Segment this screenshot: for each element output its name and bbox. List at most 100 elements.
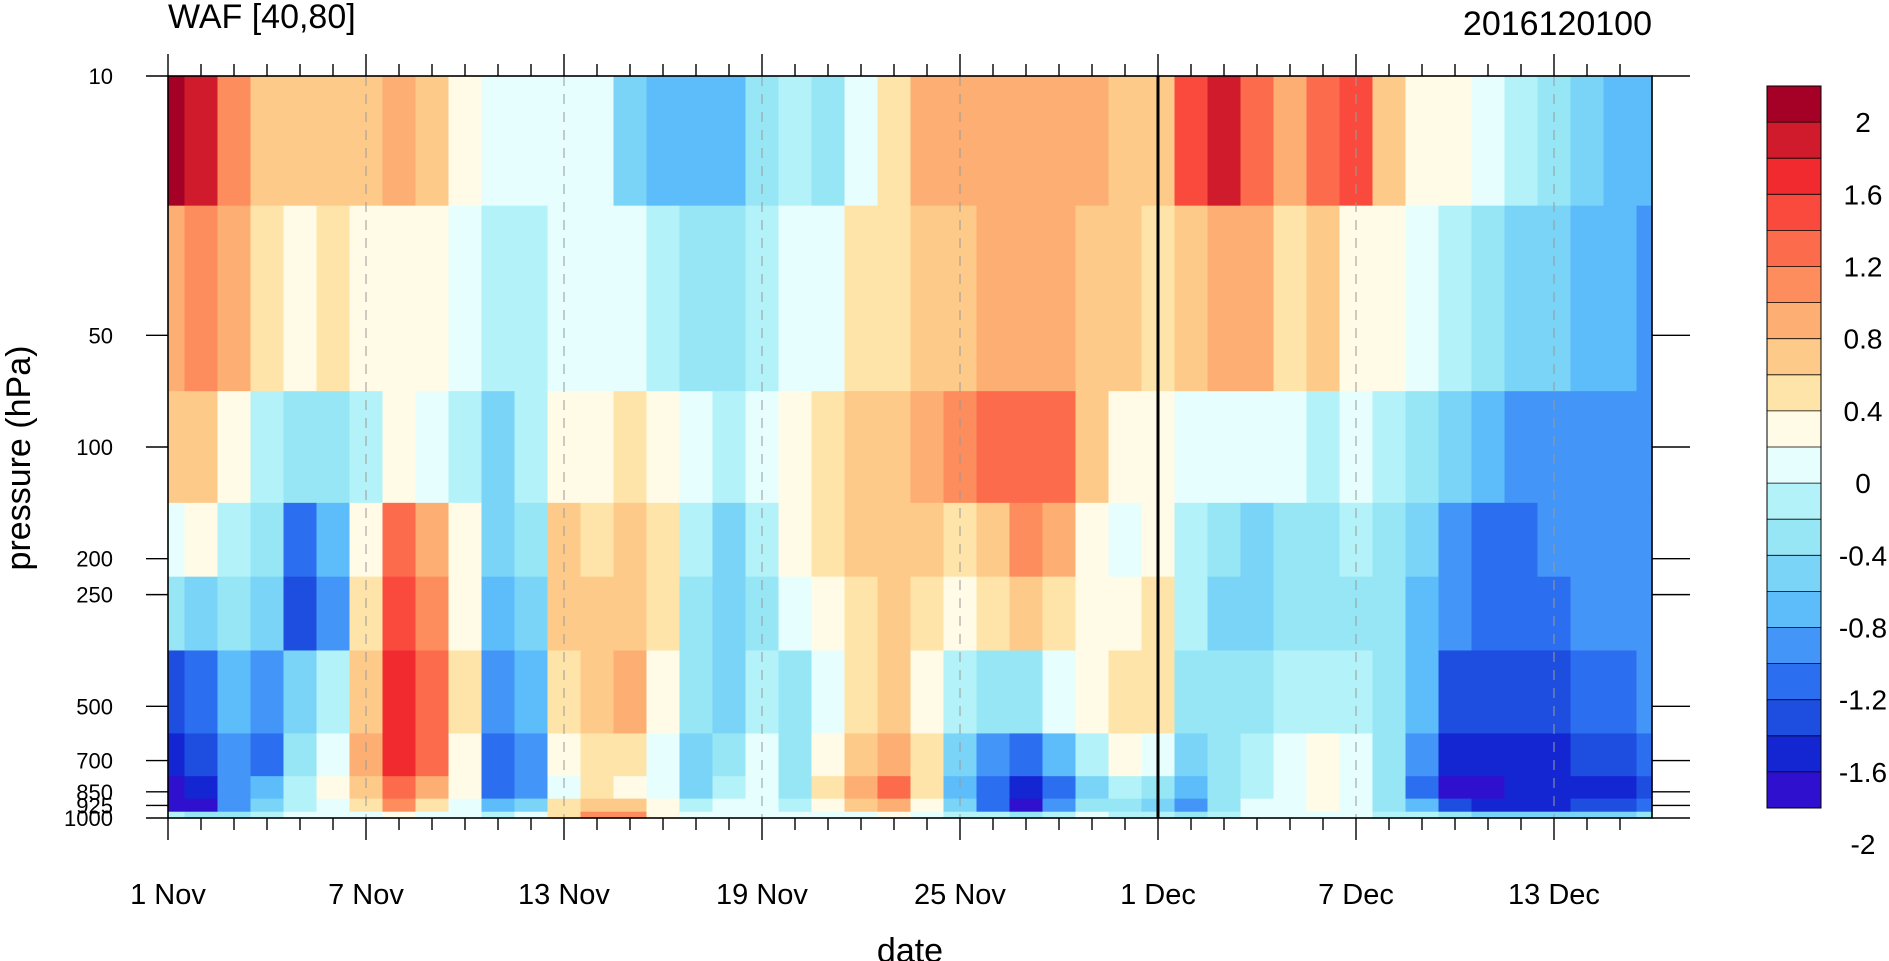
heatmap-cell	[1306, 733, 1341, 777]
heatmap-cell	[1240, 650, 1275, 735]
heatmap-cell	[1504, 650, 1539, 735]
heatmap-cell	[1636, 502, 1653, 578]
heatmap-cell	[1240, 205, 1275, 392]
heatmap-cell	[1174, 733, 1209, 777]
heatmap-cell	[1504, 502, 1539, 578]
heatmap-cell	[382, 391, 417, 504]
heatmap-cell	[283, 650, 318, 735]
heatmap-cell	[1405, 733, 1440, 777]
heatmap-cell	[217, 391, 252, 504]
heatmap-cell	[877, 576, 912, 652]
heatmap-cell	[1438, 650, 1473, 735]
colorbar-frame	[1766, 85, 1822, 809]
heatmap-cell	[1207, 76, 1242, 207]
heatmap-cell	[1009, 576, 1044, 652]
y-tick-label: 850	[76, 780, 113, 805]
heatmap-cell	[844, 205, 879, 392]
heatmap-cell	[448, 576, 483, 652]
x-tick-label: 7 Dec	[1318, 879, 1394, 911]
heatmap-cell	[1405, 391, 1440, 504]
colorbar-segment	[1767, 374, 1821, 412]
heatmap-cell	[811, 205, 846, 392]
heatmap-cell	[811, 650, 846, 735]
heatmap-cell	[1009, 811, 1044, 819]
heatmap-cell	[679, 811, 714, 819]
heatmap-cell	[712, 502, 747, 578]
heatmap-cell	[1372, 576, 1407, 652]
heatmap-cell	[514, 76, 549, 207]
heatmap-cell	[250, 576, 285, 652]
heatmap-cell	[1240, 502, 1275, 578]
colorbar-segment	[1767, 230, 1821, 267]
heatmap-cell	[580, 650, 615, 735]
heatmap-cell	[1438, 391, 1473, 504]
heatmap-cell	[448, 502, 483, 578]
heatmap-cell	[646, 391, 681, 504]
heatmap-cell	[382, 798, 417, 813]
heatmap-cell	[613, 811, 648, 819]
heatmap-cell	[1306, 76, 1341, 207]
heatmap-cell	[844, 391, 879, 504]
heatmap-cell	[1009, 733, 1044, 777]
heatmap-cell	[844, 650, 879, 735]
heatmap-cell	[1537, 733, 1572, 777]
heatmap-cell	[1273, 776, 1308, 800]
heatmap-cell	[316, 576, 351, 652]
heatmap-cell	[679, 205, 714, 392]
colorbar-label: 1.6	[1844, 179, 1883, 210]
colorbar-segment	[1767, 699, 1821, 737]
heatmap-cell	[1108, 502, 1143, 578]
heatmap-cell	[976, 776, 1011, 800]
heatmap-cell	[1603, 798, 1638, 813]
heatmap-cell	[1174, 205, 1209, 392]
heatmap-cell	[217, 798, 252, 813]
heatmap-cell	[712, 811, 747, 819]
heatmap-cell	[712, 576, 747, 652]
heatmap-cell	[646, 798, 681, 813]
heatmap-cell	[448, 650, 483, 735]
heatmap-cell	[910, 798, 945, 813]
heatmap-cell	[1273, 205, 1308, 392]
heatmap-cell	[1273, 798, 1308, 813]
heatmap-cell	[910, 205, 945, 392]
heatmap-cell	[1570, 776, 1605, 800]
heatmap-cell	[514, 502, 549, 578]
heatmap-cell	[250, 205, 285, 392]
heatmap-cell	[712, 76, 747, 207]
heatmap-cell	[415, 205, 450, 392]
colorbar-label: -2	[1851, 829, 1876, 860]
heatmap-cell	[1636, 391, 1653, 504]
heatmap-cell	[646, 205, 681, 392]
heatmap-cell	[1339, 733, 1374, 777]
heatmap-cell	[283, 502, 318, 578]
heatmap-cell	[1636, 205, 1653, 392]
heatmap-cell	[679, 776, 714, 800]
colorbar-label: -1.6	[1839, 757, 1887, 788]
x-tick-label: 1 Nov	[130, 879, 206, 911]
heatmap-cell	[1075, 205, 1110, 392]
heatmap-cell	[1636, 76, 1653, 207]
chart-title: WAF [40,80]	[168, 0, 356, 36]
heatmap-cell	[976, 650, 1011, 735]
x-tick-label: 13 Nov	[518, 879, 610, 911]
heatmap-cell	[1471, 576, 1506, 652]
x-tick-label: 7 Nov	[328, 879, 404, 911]
heatmap-cell	[316, 205, 351, 392]
heatmap-cell	[976, 391, 1011, 504]
heatmap-cell	[349, 733, 384, 777]
heatmap-cell	[1108, 205, 1143, 392]
heatmap-cell	[1405, 650, 1440, 735]
heatmap-cell	[580, 205, 615, 392]
heatmap-cell	[778, 811, 813, 819]
heatmap-cell	[382, 205, 417, 392]
heatmap-cell	[1009, 798, 1044, 813]
heatmap-cell	[1570, 391, 1605, 504]
heatmap-cell	[1207, 502, 1242, 578]
heatmap-cell	[415, 811, 450, 819]
heatmap-cell	[1438, 76, 1473, 207]
heatmap-cell	[382, 76, 417, 207]
heatmap-cell	[184, 650, 219, 735]
heatmap-cell	[1570, 576, 1605, 652]
heatmap-cell	[1504, 798, 1539, 813]
heatmap-cell	[1174, 502, 1209, 578]
